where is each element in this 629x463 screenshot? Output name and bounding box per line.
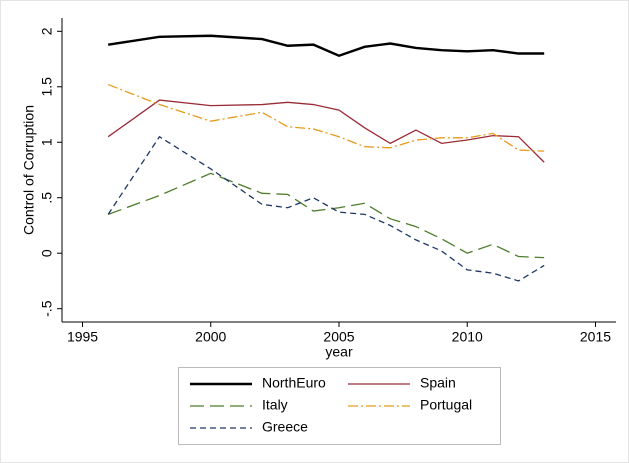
legend-label: Spain: [420, 375, 456, 391]
series-line: [107, 135, 545, 282]
series-line: [107, 34, 545, 58]
y-tick-label: 1: [39, 138, 55, 146]
y-tick-label: .5: [39, 192, 55, 204]
series-line: [107, 83, 545, 152]
y-tick-label: 1.5: [39, 77, 55, 97]
series-line: [107, 99, 545, 163]
legend-label: NorthEuro: [262, 375, 326, 391]
x-tick-label: 2015: [580, 329, 611, 345]
y-axis-title: Control of Corruption: [21, 105, 37, 235]
x-tick-label: 2010: [452, 329, 483, 345]
y-tick-label: -.5: [39, 300, 55, 317]
legend-label: Portugal: [420, 397, 472, 413]
y-tick-label: 0: [39, 249, 55, 257]
legend-label: Italy: [262, 397, 288, 413]
legend-label: Greece: [262, 419, 308, 435]
x-tick-label: 2000: [195, 329, 226, 345]
x-axis-title: year: [325, 344, 353, 360]
x-tick-label: 2005: [323, 329, 354, 345]
y-tick-label: 2: [39, 27, 55, 35]
x-tick-label: 1995: [67, 329, 98, 345]
